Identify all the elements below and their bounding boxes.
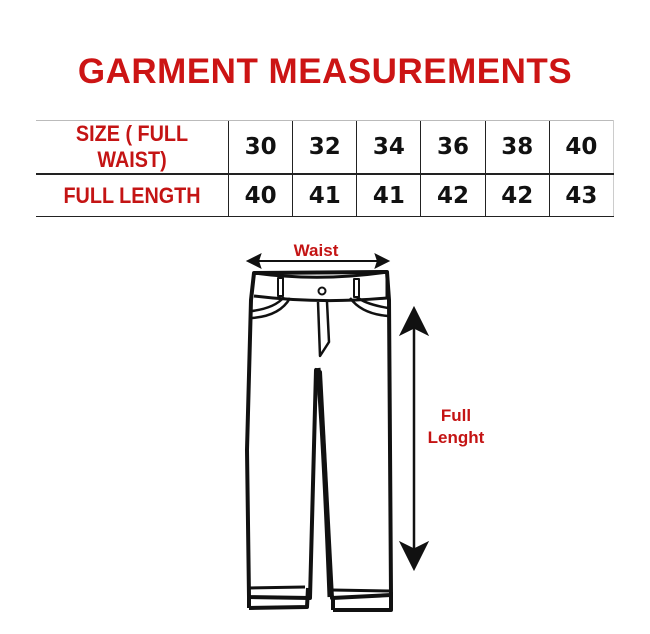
table-cell: 30 <box>227 120 293 175</box>
size-table: SIZE ( FULL WAIST) 30 32 34 36 38 40 FUL… <box>36 120 615 217</box>
table-cell: 43 <box>548 174 615 217</box>
table-cell: 41 <box>292 174 357 217</box>
table-cell: 34 <box>356 120 421 175</box>
table-row: SIZE ( FULL WAIST) 30 32 34 36 38 40 <box>36 120 615 175</box>
table-cell: 42 <box>484 174 550 217</box>
table-cell: 41 <box>356 174 421 217</box>
table-row: FULL LENGTH 40 41 41 42 42 43 <box>36 174 615 217</box>
length-arrow-icon <box>398 305 430 572</box>
page-title: GARMENT MEASUREMENTS <box>77 52 573 91</box>
table-cell: 42 <box>420 174 486 217</box>
table-cell: 32 <box>292 120 357 175</box>
waist-label: Waist <box>294 241 339 260</box>
table-cell: 40 <box>227 174 293 217</box>
length-label-line2: Lenght <box>428 428 485 447</box>
length-label-line1: Full <box>441 406 471 425</box>
table-cell: 40 <box>548 120 615 175</box>
row-label: FULL LENGTH <box>45 174 219 217</box>
waist-arrow-icon <box>245 253 391 269</box>
table-cell: 38 <box>484 120 550 175</box>
pants-outline-icon <box>245 270 393 612</box>
row-label: SIZE ( FULL WAIST) <box>45 120 219 175</box>
table-cell: 36 <box>420 120 486 175</box>
